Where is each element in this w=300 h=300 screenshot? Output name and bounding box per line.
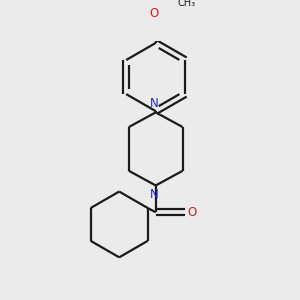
Text: CH₃: CH₃ <box>178 0 196 8</box>
Text: O: O <box>188 206 197 219</box>
Text: O: O <box>149 7 159 20</box>
Text: N: N <box>150 188 159 201</box>
Text: N: N <box>150 97 159 110</box>
